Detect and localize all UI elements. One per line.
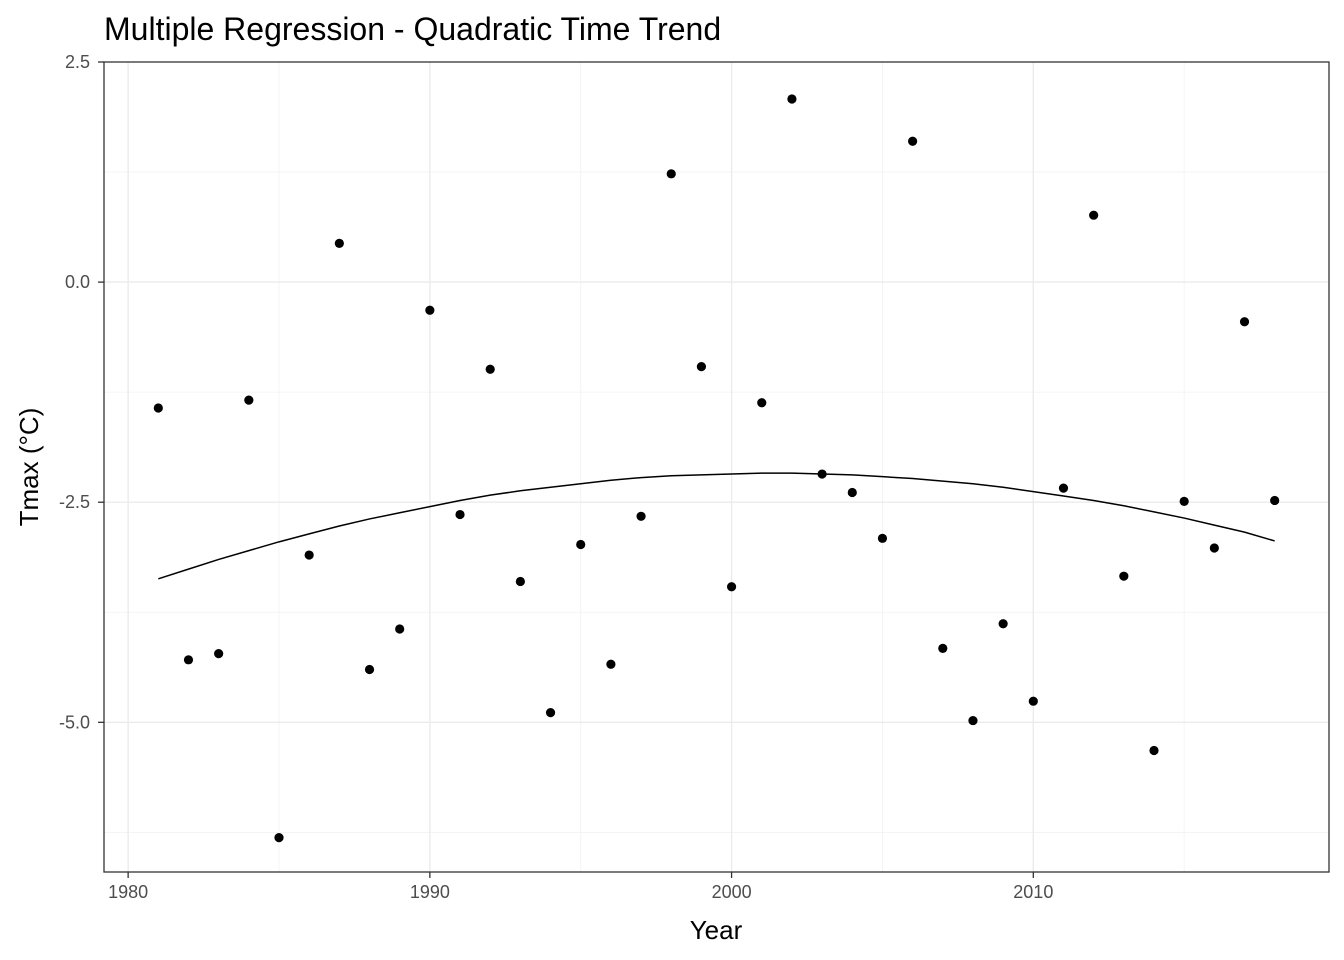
grid — [104, 62, 1329, 872]
data-point — [1239, 317, 1250, 327]
data-point — [1179, 496, 1189, 506]
y-tick-label: 2.5 — [65, 52, 90, 72]
data-point — [908, 136, 918, 146]
data-point — [183, 655, 194, 665]
data-point — [998, 619, 1008, 629]
x-tick-label: 2000 — [712, 882, 752, 902]
data-point — [153, 403, 163, 413]
x-tick-label: 1980 — [108, 882, 148, 902]
data-point — [515, 576, 525, 587]
data-point — [455, 509, 465, 520]
data-point — [576, 539, 586, 550]
data-point — [968, 715, 978, 726]
data-point — [274, 833, 284, 843]
x-tick-label: 1990 — [410, 882, 450, 902]
data-point — [244, 395, 254, 405]
data-point — [1089, 210, 1099, 220]
data-point — [485, 364, 495, 374]
data-point — [696, 362, 707, 372]
axes: 1980 1990 2000 2010 2.5 0.0 -2.5 -5.0 — [59, 52, 1053, 902]
x-tick-label: 2010 — [1013, 882, 1053, 902]
data-point — [1209, 543, 1219, 553]
data-point — [787, 94, 797, 104]
data-point — [606, 659, 616, 669]
data-point — [1149, 745, 1159, 756]
x-axis-title: Year — [690, 915, 743, 945]
data-point — [636, 511, 646, 521]
data-point — [1270, 495, 1280, 506]
data-point — [1028, 696, 1038, 706]
data-point — [817, 469, 827, 479]
data-point — [334, 238, 344, 248]
y-tick-label: -5.0 — [59, 712, 90, 732]
data-point — [545, 708, 556, 718]
data-point — [214, 649, 224, 659]
y-tick-label: 0.0 — [65, 272, 90, 292]
data-point — [938, 643, 948, 653]
data-point — [425, 305, 435, 315]
panel-border — [103, 61, 1330, 873]
chart-title: Multiple Regression - Quadratic Time Tre… — [104, 11, 721, 47]
data-point — [1058, 483, 1069, 493]
data-point — [1119, 571, 1129, 581]
data-point — [877, 533, 888, 543]
data-point — [757, 398, 767, 408]
data-point — [304, 550, 314, 560]
y-tick-label: -2.5 — [59, 492, 90, 512]
data-point — [395, 624, 405, 634]
quadratic-trend-line — [158, 472, 1275, 580]
data-point — [364, 664, 375, 675]
data-point — [726, 582, 737, 592]
data-point — [666, 169, 676, 179]
data-point — [847, 487, 857, 498]
y-axis-title: Tmax (°C) — [14, 408, 44, 527]
data-layer — [153, 94, 1280, 843]
